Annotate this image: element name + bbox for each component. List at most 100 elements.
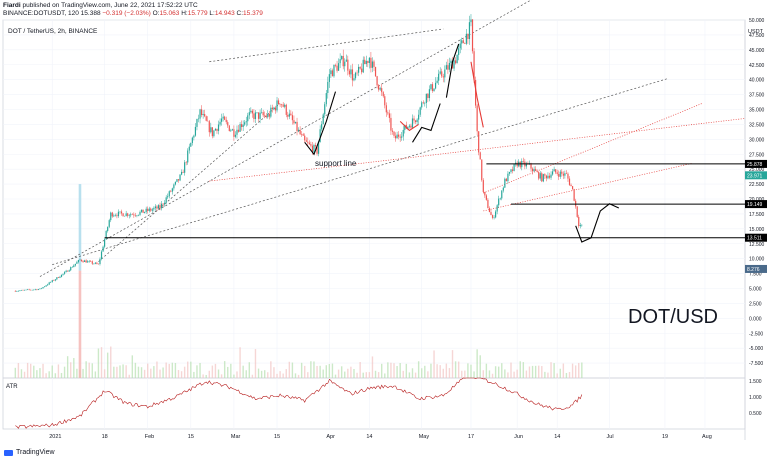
candle-body (565, 173, 568, 174)
volume-bar (387, 362, 389, 378)
candle-body (122, 213, 124, 217)
candle-body (314, 144, 317, 147)
volume-bar (162, 367, 164, 378)
candle-body (422, 102, 424, 104)
volume-bar (233, 374, 235, 378)
candle-body (398, 134, 400, 137)
candle-body (16, 291, 18, 292)
volume-bar (236, 371, 238, 378)
low-value: 14.943 (214, 10, 235, 17)
red-channel-upper[interactable] (483, 103, 703, 194)
candle-body (187, 150, 189, 163)
volume-bar (270, 361, 272, 378)
candle-body (57, 277, 60, 278)
volume-bar (125, 365, 127, 378)
drawn-arrows[interactable] (304, 43, 620, 243)
candle-body (501, 190, 503, 199)
candle-body (391, 130, 394, 132)
candle-body (85, 260, 87, 263)
volume-bar (337, 369, 340, 378)
volume-bar (390, 362, 392, 378)
candle-body (418, 114, 420, 120)
inner-channel-line[interactable] (98, 103, 281, 262)
candle-body (59, 276, 61, 278)
red-dip-stroke[interactable] (399, 121, 419, 132)
candle-body (213, 130, 215, 137)
candle-body (22, 289, 24, 291)
candle-body (77, 260, 80, 263)
volume-bar (205, 374, 207, 378)
volume-bar (297, 374, 300, 378)
candle-body (50, 282, 52, 283)
red-channel-lower[interactable] (483, 162, 693, 212)
candle-body (510, 169, 512, 172)
candle-body (71, 267, 73, 268)
volume-bar (353, 369, 355, 378)
arrow-may-top[interactable] (445, 43, 460, 98)
price-axis[interactable]: -7.500 -5.000 -2.500 0.000 2.500 5.000 7.500 10… (749, 18, 765, 367)
candle-body (327, 81, 329, 94)
candle-body (233, 129, 235, 137)
volume-bar (405, 363, 408, 378)
volume-bar (288, 361, 291, 378)
candle-body (156, 206, 158, 209)
y-tick-label: 15.000 (749, 227, 765, 233)
candle-body (188, 146, 190, 151)
candle-body (165, 197, 167, 203)
chart-title: DOT / TetherUS, 2h, BINANCE (8, 28, 98, 35)
candle-body (284, 104, 286, 107)
volume-bar (304, 365, 306, 378)
tradingview-logo[interactable]: TradingView (4, 449, 55, 456)
candle-body (373, 61, 375, 67)
volume-bar (331, 363, 334, 378)
volume-bar (442, 368, 444, 378)
candle-body (134, 215, 136, 216)
candle-body (211, 127, 213, 137)
volume-bar (88, 362, 90, 378)
candle-body (177, 179, 180, 181)
candle-body (184, 162, 186, 173)
projection-curve[interactable] (575, 203, 620, 243)
volume-bar (147, 363, 149, 378)
upper-resistance-line[interactable] (209, 28, 444, 63)
volume-bar (183, 366, 186, 378)
candle-body (225, 119, 227, 123)
arrow-march-rebound[interactable] (304, 91, 337, 156)
support-line-annotation: support line (315, 159, 357, 168)
volume-bar (510, 362, 512, 378)
trendlines[interactable] (39, 0, 746, 277)
channel-lower-line[interactable] (52, 78, 669, 265)
candle-body (251, 110, 253, 114)
candle-body (124, 215, 126, 217)
candle-body (411, 118, 414, 128)
tradingview-mark-icon (4, 449, 13, 456)
candle-body (324, 104, 326, 115)
candle-body (214, 128, 217, 131)
volume-bar (106, 352, 109, 378)
volume-bar (103, 369, 106, 378)
candle-body (68, 270, 70, 272)
red-down-arrow[interactable] (470, 61, 484, 128)
candle-body (425, 93, 427, 104)
volume-bar (14, 367, 17, 378)
candle-body (74, 263, 76, 266)
volume-bar (319, 365, 321, 378)
volume-bar (45, 373, 47, 378)
candle-body (170, 191, 172, 192)
candle-body (322, 114, 324, 125)
candle-body (364, 59, 366, 65)
y-tick-label: 17.500 (749, 212, 765, 218)
last-price: 15.388 (80, 10, 101, 17)
horizontal-levels[interactable] (104, 163, 745, 239)
open-value: 15.063 (159, 10, 180, 17)
candle-body (499, 198, 501, 199)
candle-body (273, 107, 275, 110)
channel-upper-line[interactable] (39, 0, 533, 277)
arrow-may-rebound[interactable] (412, 103, 441, 143)
volume-bar (137, 366, 140, 378)
time-axis[interactable]: 2021 18 Feb 15 Mar 15 Apr 14 May 17 Jun 14 Jul 19 Aug (49, 434, 712, 440)
volume-bar (445, 363, 448, 378)
volume-bar (491, 373, 494, 378)
candle-body (180, 171, 183, 175)
